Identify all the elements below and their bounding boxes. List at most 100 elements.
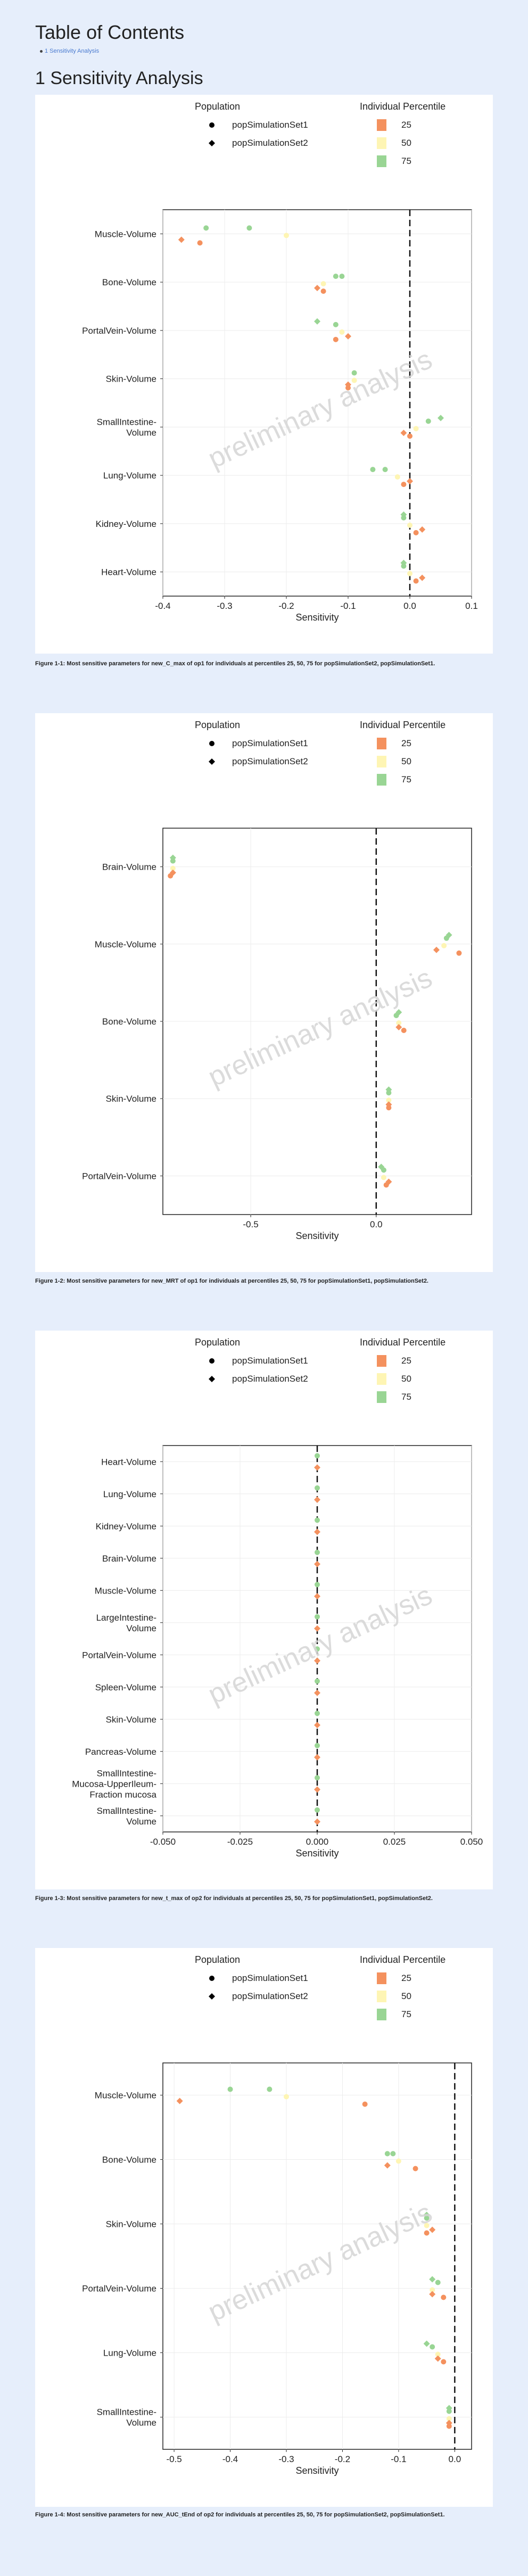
figure-caption-3: Figure 1-3: Most sensitive parameters fo…	[35, 1895, 433, 1902]
data-point	[168, 873, 174, 879]
data-point	[314, 1754, 320, 1761]
data-point	[407, 478, 413, 485]
data-point	[401, 563, 407, 569]
category-label: Brain-Volume	[102, 1554, 156, 1564]
x-tick-label: -0.4	[222, 2454, 238, 2464]
data-point	[424, 2223, 430, 2228]
data-point	[315, 1646, 320, 1652]
x-tick-label: -0.5	[166, 2454, 182, 2464]
toc-title: Table of Contents	[35, 21, 185, 43]
x-tick-label: -0.1	[340, 601, 356, 611]
figure-panel-2: Population popSimulationSet1 popSimulation…	[35, 713, 493, 1272]
x-tick-label: -0.1	[391, 2454, 406, 2464]
data-point	[424, 2215, 430, 2221]
data-point	[443, 935, 449, 941]
data-point	[315, 1582, 320, 1588]
legend-population-label: popSimulationSet2	[232, 1991, 308, 2001]
data-point	[395, 2158, 401, 2164]
data-point	[446, 931, 452, 938]
data-point	[314, 1657, 320, 1664]
gridlines	[162, 210, 472, 596]
legend-percentile-label: 50	[401, 138, 411, 148]
data-point	[314, 1496, 320, 1503]
data-point	[315, 1485, 320, 1491]
legend-percentile-title: Individual Percentile	[360, 1337, 446, 1348]
category-label: Muscle-Volume	[95, 1586, 156, 1596]
category-label: SmallIntestine-Mucosa-UpperIleum-Fractio…	[72, 1768, 156, 1799]
legend-population-marker	[209, 1993, 215, 2000]
data-point	[407, 571, 412, 576]
data-point	[370, 467, 376, 473]
data-point	[434, 2355, 441, 2362]
category-label: Spleen-Volume	[95, 1682, 156, 1692]
legend-percentile-label: 50	[401, 1374, 411, 1384]
data-point	[176, 2098, 183, 2104]
data-point	[446, 2416, 452, 2422]
data-point	[267, 2086, 273, 2092]
sensitivity-chart-3: Population popSimulationSet1 popSimulation…	[72, 1337, 483, 1859]
legend-percentile-swatch	[377, 756, 386, 767]
data-point	[386, 1105, 392, 1111]
category-label: LargeIntestine-Volume	[96, 1613, 156, 1633]
sensitivity-chart-1: Population popSimulationSet1 popSimulation…	[82, 101, 478, 623]
data-point	[396, 1020, 402, 1026]
data-point	[383, 1182, 389, 1188]
data-point	[314, 1689, 320, 1696]
data-point	[435, 2280, 441, 2285]
data-point	[395, 1024, 402, 1030]
legend-population-title: Population	[195, 1954, 240, 1965]
data-point	[382, 467, 388, 473]
figure-panel-3: Population popSimulationSet1 popSimulation…	[35, 1331, 493, 1889]
data-point	[197, 240, 203, 246]
data-point	[419, 526, 426, 533]
sensitivity-chart-4: Population popSimulationSet1 popSimulation…	[82, 1954, 472, 2476]
data-point	[429, 2226, 436, 2233]
category-label: Heart-Volume	[101, 567, 156, 577]
toc-bullet	[40, 50, 43, 53]
x-axis-label: Sensitivity	[295, 612, 339, 623]
data-point	[320, 281, 326, 287]
x-axis-label: Sensitivity	[295, 1231, 339, 1241]
data-point	[425, 418, 431, 424]
data-point	[441, 943, 447, 948]
data-point	[203, 225, 209, 231]
data-point	[413, 578, 419, 584]
legend-percentile-label: 75	[401, 156, 411, 166]
data-point	[407, 522, 412, 528]
legend-population-title: Population	[195, 1337, 240, 1348]
legend-population-label: popSimulationSet2	[232, 1374, 308, 1384]
category-label: Muscle-Volume	[95, 2091, 156, 2101]
legend-percentile-label: 75	[401, 1392, 411, 1402]
legend-percentile-label: 25	[401, 1356, 411, 1366]
category-label: Skin-Volume	[106, 1094, 156, 1104]
data-point	[430, 2344, 435, 2350]
legend-percentile-title: Individual Percentile	[360, 101, 446, 112]
x-tick-label: 0.050	[460, 1837, 483, 1847]
data-point	[315, 1775, 320, 1781]
legend-percentile-label: 25	[401, 738, 411, 748]
data-point	[381, 1175, 386, 1180]
legend-population-marker	[209, 1376, 215, 1382]
category-label: Skin-Volume	[106, 374, 156, 384]
category-label: PortalVein-Volume	[82, 1171, 156, 1181]
legend-percentile-swatch	[377, 1991, 386, 2002]
x-tick-label: -0.2	[335, 2454, 350, 2464]
section-title: 1 Sensitivity Analysis	[35, 68, 203, 88]
data-point	[315, 1549, 320, 1555]
data-point	[315, 1614, 320, 1620]
data-points	[168, 854, 462, 1188]
x-tick-label: 0.0	[449, 2454, 461, 2464]
chart-legend: Population popSimulationSet1 popSimulation…	[195, 101, 446, 167]
data-point	[315, 1517, 320, 1523]
data-point	[446, 2408, 452, 2414]
data-point	[433, 946, 440, 953]
figure-caption-2: Figure 1-2: Most sensitive parameters fo…	[35, 1278, 428, 1284]
data-point	[386, 1090, 392, 1096]
legend-percentile-swatch	[377, 738, 386, 749]
legend-percentile-title: Individual Percentile	[360, 1954, 446, 1965]
toc-link-sensitivity-analysis[interactable]: 1 Sensitivity Analysis	[45, 48, 100, 54]
data-point	[246, 225, 252, 231]
legend-percentile-label: 75	[401, 774, 411, 785]
legend-percentile-label: 50	[401, 756, 411, 766]
legend-percentile-swatch	[377, 137, 386, 149]
